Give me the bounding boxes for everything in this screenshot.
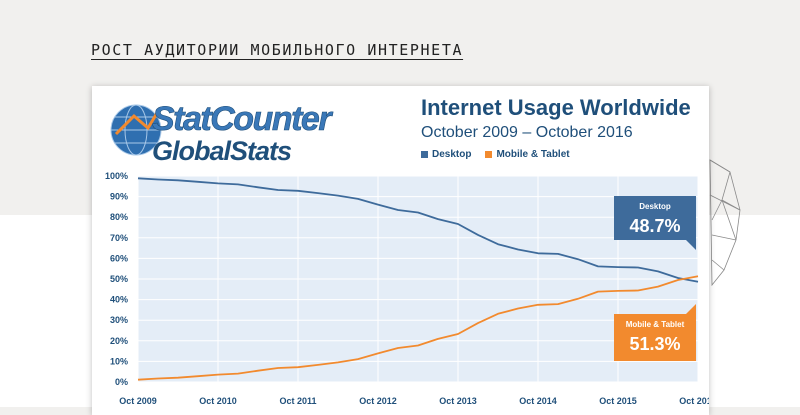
statcounter-logo: StatCounter GlobalStats — [110, 100, 335, 166]
y-tick-label: 0% — [115, 377, 128, 387]
y-tick-label: 70% — [110, 233, 128, 243]
globe-icon — [110, 104, 162, 156]
x-tick-label: Oct 2013 — [439, 396, 477, 406]
x-tick-label: Oct 2009 — [119, 396, 157, 406]
y-tick-label: 90% — [110, 192, 128, 202]
legend-label-desktop: Desktop — [432, 149, 472, 160]
y-tick-label: 20% — [110, 336, 128, 346]
x-tick-label: Oct 2011 — [279, 396, 316, 406]
chart-title: Internet Usage Worldwide — [421, 95, 691, 120]
y-tick-label: 50% — [110, 274, 128, 284]
chart-legend: Desktop Mobile & Tablet — [421, 149, 570, 160]
y-tick-label: 80% — [110, 212, 128, 222]
mobile-callout-label: Mobile & Tablet — [626, 320, 685, 329]
legend-swatch-mobile — [485, 151, 493, 158]
desktop-series-line — [137, 177, 699, 283]
x-tick-label: Oct 2010 — [199, 396, 237, 406]
polygon-decoration — [709, 159, 741, 287]
page-heading: РОСТ АУДИТОРИИ МОБИЛЬНОГО ИНТЕРНЕТА — [91, 41, 464, 59]
legend-item-desktop: Desktop — [421, 149, 471, 160]
desktop-callout-box — [614, 196, 696, 250]
logo-word-statcounter: StatCounter — [152, 100, 333, 138]
y-tick-label: 100% — [105, 171, 128, 181]
x-tick-label: Oct 2012 — [359, 396, 397, 406]
chart-subtitle: October 2009 – October 2016 — [421, 124, 633, 141]
y-tick-label: 60% — [110, 253, 128, 263]
mobile-series-line — [137, 275, 699, 381]
legend-swatch-desktop — [421, 151, 428, 158]
legend-item-mobile: Mobile & Tablet — [485, 149, 570, 160]
x-tick-label: Oct 2015 — [599, 396, 637, 406]
y-tick-label: 30% — [110, 315, 128, 325]
desktop-callout-label: Desktop — [639, 202, 671, 211]
x-tick-label: Oct 2016 — [679, 396, 709, 406]
legend-label-mobile: Mobile & Tablet — [496, 149, 570, 160]
logo-word-globalstats: GlobalStats — [152, 136, 292, 166]
desktop-callout-value: 48.7% — [629, 216, 680, 236]
mobile-callout-box — [614, 304, 696, 361]
y-tick-label: 10% — [110, 356, 128, 366]
chart-card: StatCounter GlobalStats Internet Usage W… — [92, 86, 709, 415]
mobile-callout-value: 51.3% — [629, 334, 680, 354]
line-chart: Oct 2009 Oct 2010 Oct 2011 Oct 2012 Oct 2013… — [105, 171, 709, 406]
x-tick-label: Oct 2014 — [519, 396, 557, 406]
y-tick-label: 40% — [110, 295, 128, 305]
